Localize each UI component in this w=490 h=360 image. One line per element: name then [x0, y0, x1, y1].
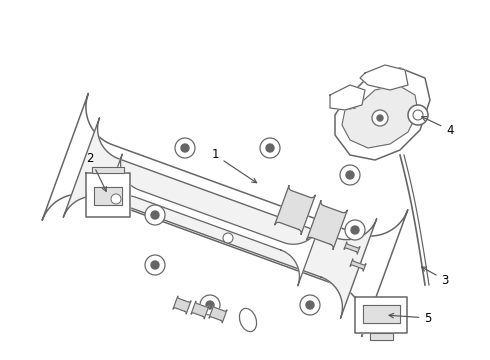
Ellipse shape — [240, 309, 257, 332]
Polygon shape — [335, 68, 430, 160]
Polygon shape — [360, 65, 408, 90]
Circle shape — [372, 110, 388, 126]
Polygon shape — [86, 173, 130, 217]
Circle shape — [111, 194, 121, 204]
Polygon shape — [275, 185, 316, 234]
Circle shape — [346, 171, 354, 179]
Circle shape — [175, 138, 195, 158]
Polygon shape — [94, 187, 122, 205]
Circle shape — [145, 255, 165, 275]
Polygon shape — [355, 297, 407, 333]
Polygon shape — [42, 94, 408, 337]
Circle shape — [306, 301, 314, 309]
Text: 3: 3 — [421, 267, 449, 287]
Circle shape — [408, 105, 428, 125]
Polygon shape — [63, 118, 377, 318]
Circle shape — [151, 261, 159, 269]
Circle shape — [223, 233, 233, 243]
Circle shape — [200, 295, 220, 315]
Circle shape — [260, 138, 280, 158]
Polygon shape — [330, 85, 365, 110]
Circle shape — [345, 220, 365, 240]
Circle shape — [413, 110, 423, 120]
Polygon shape — [191, 301, 209, 319]
Circle shape — [206, 301, 214, 309]
Circle shape — [145, 205, 165, 225]
Polygon shape — [350, 259, 366, 271]
Text: 4: 4 — [422, 117, 454, 136]
Polygon shape — [209, 305, 227, 323]
Text: 2: 2 — [86, 152, 106, 191]
Text: 1: 1 — [211, 148, 257, 183]
Polygon shape — [370, 333, 393, 340]
Polygon shape — [363, 305, 400, 323]
Circle shape — [266, 144, 274, 152]
Circle shape — [351, 226, 359, 234]
Polygon shape — [307, 201, 347, 249]
Circle shape — [151, 211, 159, 219]
Polygon shape — [344, 242, 360, 254]
Circle shape — [340, 165, 360, 185]
Polygon shape — [173, 296, 191, 314]
Circle shape — [377, 115, 383, 121]
Text: 5: 5 — [389, 311, 432, 324]
Circle shape — [181, 144, 189, 152]
Polygon shape — [100, 154, 319, 286]
Circle shape — [300, 295, 320, 315]
Polygon shape — [92, 167, 124, 173]
Polygon shape — [342, 85, 418, 148]
